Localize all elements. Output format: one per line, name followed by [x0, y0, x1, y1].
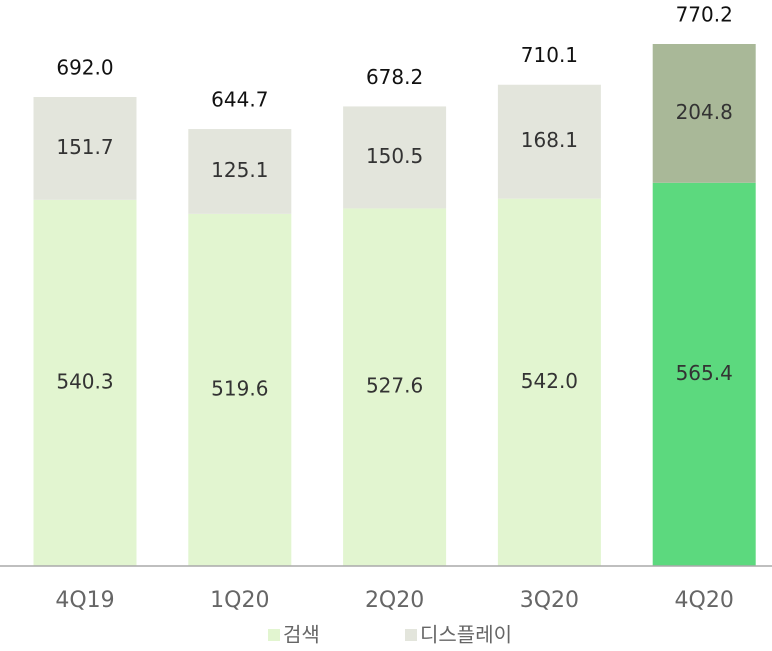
legend-label: 디스플레이	[420, 623, 512, 647]
bar-segment	[497, 198, 601, 566]
bar-segment	[188, 213, 292, 567]
x-tick-label: 4Q20	[675, 588, 734, 613]
segment-label: 204.8	[676, 100, 733, 124]
bar-segment	[343, 106, 447, 209]
total-label: 692.0	[56, 55, 113, 79]
x-tick-label: 4Q19	[55, 588, 114, 613]
segment-label: 527.6	[366, 374, 423, 398]
legend-label: 검색	[283, 623, 320, 647]
bar-segment	[652, 182, 756, 567]
x-tick-label: 3Q20	[520, 588, 579, 613]
segment-label: 151.7	[56, 135, 113, 159]
legend-swatch	[405, 629, 417, 641]
bar-segment	[652, 44, 756, 183]
total-label: 644.7	[211, 88, 268, 112]
segment-label: 540.3	[56, 369, 113, 393]
bar-segment	[188, 129, 292, 214]
segment-label: 542.0	[521, 369, 578, 393]
segment-label: 565.4	[676, 361, 733, 385]
total-label: 710.1	[521, 43, 578, 67]
x-tick-label: 1Q20	[210, 588, 269, 613]
bar-segment	[343, 208, 447, 566]
segment-label: 125.1	[211, 158, 268, 182]
bar-segment	[33, 199, 137, 566]
total-label: 678.2	[366, 65, 423, 89]
segment-label: 150.5	[366, 144, 423, 168]
segment-label: 519.6	[211, 376, 268, 400]
legend-swatch	[268, 629, 280, 641]
segment-label: 168.1	[521, 128, 578, 152]
bar-segment	[497, 84, 601, 199]
total-label: 770.2	[676, 3, 733, 27]
x-tick-label: 2Q20	[365, 588, 424, 613]
bar-segment	[33, 96, 137, 200]
